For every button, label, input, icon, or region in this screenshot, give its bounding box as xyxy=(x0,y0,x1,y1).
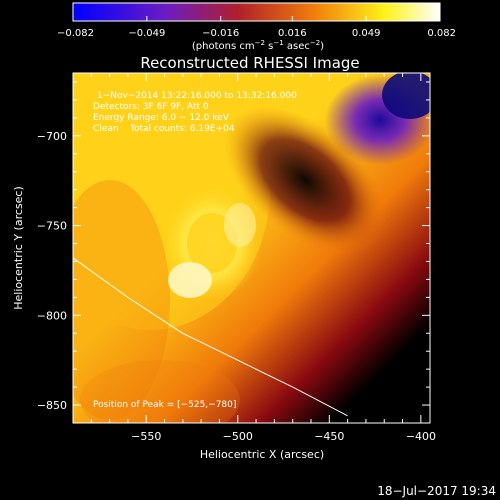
colorbar-tick-label: 0.082 xyxy=(427,28,456,39)
colorbar-tick-label: −0.016 xyxy=(202,28,239,39)
x-tick-label: −550 xyxy=(131,430,161,443)
annotation-energy: Energy Range: 6.0 − 12.0 keV xyxy=(93,113,230,123)
chart-title: Reconstructed RHESSI Image xyxy=(140,54,359,72)
colorbar: −0.082 −0.049 −0.016 0.016 0.049 0.082 (photo… xyxy=(57,2,456,52)
annotation-peak: Position of Peak = [−525,−780] xyxy=(93,400,236,410)
annotation-detectors: Detectors: 3F 6F 9F, Att 0 xyxy=(93,102,209,112)
x-axis: −550 −500 −450 −400 xyxy=(90,73,436,443)
y-axis-label: Heliocentric Y (arcsec) xyxy=(12,186,25,310)
y-axis: −700 −750 −800 −850 xyxy=(37,81,430,424)
annotation-counts: Clean Total counts: 6.19E+04 xyxy=(93,124,235,134)
footer-timestamp: 18−Jul−2017 19:34 xyxy=(377,484,496,498)
x-tick-label: −450 xyxy=(314,430,344,443)
colorbar-unit: (photons cm−2 s−1 asec−2) xyxy=(192,39,324,52)
colorbar-ticks: −0.082 −0.049 −0.016 0.016 0.049 0.082 xyxy=(57,16,456,39)
x-axis-label: Heliocentric X (arcsec) xyxy=(200,448,324,461)
colorbar-tick-label: 0.016 xyxy=(278,28,307,39)
colorbar-tick-label: 0.049 xyxy=(352,28,381,39)
x-tick-label: −500 xyxy=(223,430,253,443)
y-tick-label: −700 xyxy=(37,130,67,143)
annotation-time: 1−Nov−2014 13:22:16.000 to 13:32:16.000 xyxy=(97,91,297,101)
plot-frame xyxy=(72,72,431,424)
heatmap-image xyxy=(73,73,430,423)
colorbar-tick-label: −0.049 xyxy=(128,28,165,39)
y-tick-label: −750 xyxy=(37,220,67,233)
colorbar-gradient xyxy=(72,2,441,22)
y-tick-label: −800 xyxy=(37,309,67,322)
solar-limb-curve xyxy=(73,257,348,417)
y-tick-label: −850 xyxy=(37,399,67,412)
x-tick-label: −400 xyxy=(406,430,436,443)
colorbar-tick-label: −0.082 xyxy=(57,28,94,39)
annotations: 1−Nov−2014 13:22:16.000 to 13:32:16.000 … xyxy=(93,91,297,410)
